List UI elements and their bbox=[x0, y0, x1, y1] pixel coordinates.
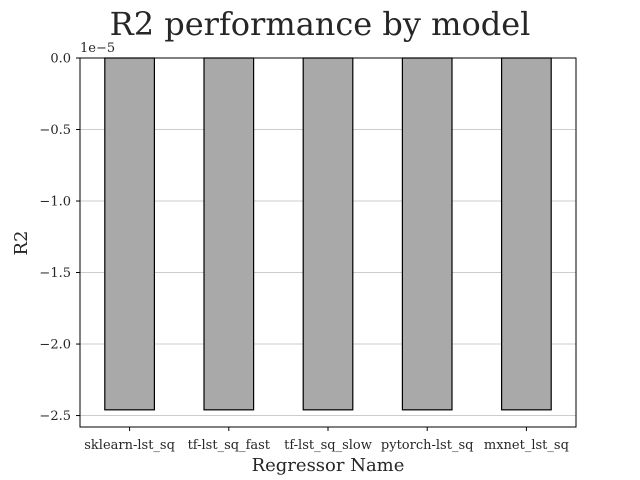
y-tick-label: −2.5 bbox=[39, 409, 71, 424]
bar-tf-lst_sq_fast bbox=[203, 57, 255, 411]
y-tick-label: −2.0 bbox=[39, 338, 71, 353]
bar-mxnet_lst_sq bbox=[501, 57, 552, 411]
x-tick-label: mxnet_lst_sq bbox=[484, 438, 569, 453]
x-tick-label: sklearn-lst_sq bbox=[84, 438, 175, 453]
bar-sklearn-lst_sq bbox=[104, 57, 156, 411]
y-tick-label: −0.5 bbox=[39, 123, 71, 138]
y-axis-label: R2 bbox=[11, 230, 32, 255]
x-tick-label: pytorch-lst_sq bbox=[381, 438, 474, 453]
x-axis-ticks: sklearn-lst_sq tf-lst_sq_fast tf-lst_sq_sl… bbox=[84, 427, 569, 453]
y-axis-ticks: 0.0 −0.5 −1.0 −1.5 −2.0 −2.5 bbox=[39, 52, 80, 424]
y-axis-offset-label: 1e−5 bbox=[80, 41, 115, 56]
bars bbox=[104, 57, 552, 411]
x-tick-label: tf-lst_sq_fast bbox=[188, 438, 271, 453]
x-tick-label: tf-lst_sq_slow bbox=[284, 438, 372, 453]
bar-pytorch-lst_sq bbox=[401, 57, 453, 411]
x-axis-label: Regressor Name bbox=[252, 455, 405, 476]
y-tick-label: −1.0 bbox=[39, 195, 71, 210]
chart-title: R2 performance by model bbox=[110, 5, 531, 43]
y-tick-label: −1.5 bbox=[39, 266, 71, 281]
y-tick-label: 0.0 bbox=[50, 52, 71, 67]
bar-tf-lst_sq_slow bbox=[302, 57, 354, 411]
